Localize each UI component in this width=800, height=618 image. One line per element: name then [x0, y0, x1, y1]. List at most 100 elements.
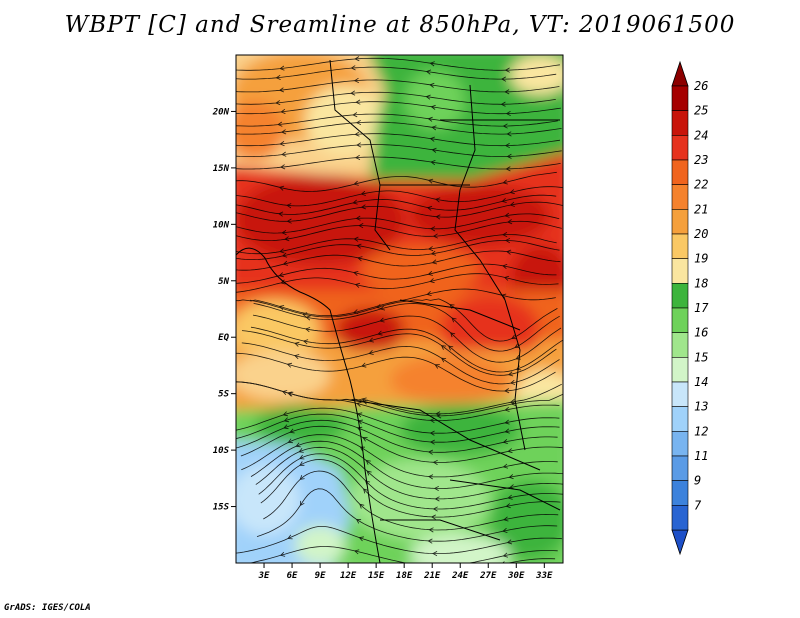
colorbar-swatch	[671, 307, 689, 333]
streamline-arrow	[429, 439, 435, 445]
streamline-arrow	[504, 428, 510, 434]
streamline-arrow	[450, 332, 456, 338]
colorbar-swatch	[671, 110, 689, 136]
streamline-arrow	[504, 212, 510, 218]
streamline-arrow	[299, 461, 305, 466]
grads-credit: GrADS: IGES/COLA	[4, 603, 91, 613]
colorbar-label: 11	[694, 449, 708, 463]
streamline-arrow	[280, 108, 286, 114]
y-tick-label: 10N	[213, 220, 230, 230]
streamline-arrow	[286, 218, 292, 224]
colorbar-label: 12	[694, 424, 708, 438]
streamline-arrow	[506, 249, 512, 255]
streamline-arrow	[504, 89, 510, 95]
streamline	[256, 488, 558, 542]
streamline-arrow	[431, 259, 438, 265]
streamline-arrow	[502, 232, 508, 238]
streamline-arrow	[503, 516, 509, 522]
streamline-arrow	[278, 211, 284, 217]
colorbar-label: 18	[694, 276, 708, 290]
colorbar-label: 20	[694, 227, 708, 241]
streamline-arrow	[353, 271, 359, 276]
streamline	[258, 453, 563, 510]
streamline-arrow	[504, 142, 510, 149]
streamline-arrow	[301, 312, 308, 318]
colorbar-bottom-arrow	[671, 529, 689, 556]
streamline-arrow	[505, 503, 511, 509]
colorbar-swatch	[671, 505, 689, 531]
streamline-arrow	[429, 417, 435, 424]
streamline-arrow	[511, 334, 517, 340]
streamline-arrow	[283, 417, 290, 423]
streamline-arrow	[353, 549, 360, 555]
streamline	[252, 314, 562, 363]
streamline-arrow	[429, 278, 435, 284]
streamline-arrow	[509, 189, 515, 195]
streamline-arrow	[507, 371, 514, 377]
streamline	[236, 413, 560, 443]
streamline-arrow	[354, 282, 361, 288]
x-tick-label: 27E	[479, 571, 497, 581]
streamline-arrow	[504, 238, 511, 244]
streamline-arrow	[362, 399, 368, 405]
streamline-arrow	[507, 448, 513, 454]
streamline-arrow	[425, 94, 431, 100]
streamline-arrow	[355, 119, 362, 126]
colorbar-swatch	[671, 233, 689, 259]
streamline	[241, 330, 557, 376]
x-tick-label: 6E	[287, 571, 298, 581]
streamline-arrow	[293, 354, 300, 360]
colorbar-top-arrow	[671, 60, 689, 87]
streamline-arrow	[280, 164, 286, 170]
streamline-arrow	[504, 388, 510, 394]
streamline-arrow	[299, 500, 305, 507]
streamline-arrow	[428, 474, 434, 480]
x-tick-label: 9E	[315, 571, 326, 581]
streamline-arrow	[365, 460, 371, 465]
streamline-arrow	[354, 131, 360, 137]
colorbar-label: 9	[694, 474, 701, 488]
streamline-arrow	[427, 178, 434, 184]
streamline-arrow	[427, 246, 434, 252]
streamline-arrow	[506, 131, 512, 137]
colorbar-swatch	[671, 209, 689, 235]
colorbar: 26 25 24 23 22 21 20 19 18 17 16 15 14 13 12 11 9 7	[671, 60, 709, 556]
x-tick-label: 3E	[258, 571, 270, 581]
colorbar-label: 7	[694, 498, 702, 512]
x-tick-label: 24E	[451, 571, 469, 581]
streamline-arrow	[359, 503, 365, 509]
map-frame	[235, 54, 564, 564]
streamline	[241, 434, 558, 478]
streamline-arrow	[430, 160, 436, 166]
streamline	[255, 446, 563, 500]
streamline-arrow	[502, 264, 508, 270]
streamline-arrow	[366, 470, 372, 476]
streamline-arrow	[277, 121, 283, 127]
streamline-arrow	[429, 136, 435, 142]
streamline-arrow	[280, 129, 287, 135]
y-tick-label: 5S	[218, 390, 229, 400]
streamline-arrow	[500, 101, 506, 107]
streamline-arrow	[451, 317, 457, 323]
streamline-arrow	[279, 551, 286, 557]
colorbar-swatch	[671, 332, 689, 358]
streamline-arrow	[430, 104, 436, 110]
streamline-arrow	[448, 345, 454, 351]
streamline-arrow	[350, 90, 356, 96]
streamline	[236, 186, 563, 207]
colorbar-label: 25	[694, 104, 708, 118]
streamline	[236, 201, 563, 222]
x-tick-label: 30E	[507, 571, 525, 581]
streamline	[240, 425, 563, 463]
streamline-arrow	[506, 153, 512, 159]
streamline-arrow	[352, 112, 358, 118]
streamline-arrow	[434, 364, 440, 369]
colorbar-label: 21	[694, 202, 708, 216]
y-axis: 20N 15N 10N 5N EQ 5S 10S 15S	[212, 107, 236, 513]
colorbar-label: 15	[694, 350, 708, 364]
streamline-arrow	[502, 463, 509, 469]
streamline-arrow	[354, 56, 360, 62]
streamline-arrow	[440, 345, 447, 350]
colorbar-label: 16	[694, 326, 708, 340]
